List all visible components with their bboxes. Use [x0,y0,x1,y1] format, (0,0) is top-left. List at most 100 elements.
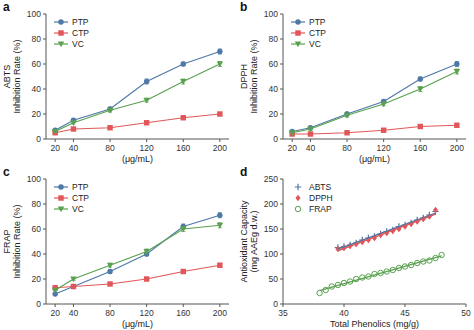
y-axis-line [283,14,284,139]
x-tick-label: 160 [176,143,190,153]
series-line [55,64,220,132]
panel-label: d [240,165,247,179]
x-tick [310,139,311,142]
x-tick [405,304,406,307]
legend-marker [295,184,301,190]
y-tick [43,204,46,205]
y-tick-label: 60 [32,59,42,69]
y-tick [280,279,283,280]
y-tick [43,14,46,15]
x-tick-label: 120 [140,308,154,318]
legend-marker [58,184,63,189]
x-tick-label: 80 [342,143,352,153]
y-axis-label: FRAPInhibition Rate (%) [2,204,22,278]
y-tick-label: 80 [32,34,42,44]
x-tick-label: 200 [450,143,464,153]
marker [418,76,423,81]
marker [144,276,149,281]
y-tick [280,89,283,90]
x-tick [110,304,111,307]
x-tick [183,139,184,142]
legend-label: CTP [72,193,89,203]
x-tick-label: 40 [339,308,349,318]
plot-area [317,207,444,296]
legend-marker [58,195,63,200]
y-tick-label: 100 [27,9,41,19]
legend-label: VC [309,39,321,49]
x-tick [344,304,345,307]
y-tick-label: 50 [269,274,279,284]
marker [71,126,76,131]
legend-label: PTP [72,17,89,27]
legend-marker [295,195,300,201]
y-tick [280,304,283,305]
y-tick [280,114,283,115]
y-tick [43,114,46,115]
marker [317,290,322,295]
y-tick-label: 20 [32,274,42,284]
plot-area [52,213,223,297]
y-axis-label: Antioxidant Capacity(mg AAEg d.w.) [239,200,259,283]
y-tick [280,229,283,230]
y-tick [280,179,283,180]
x-tick [73,139,74,142]
legend-marker [295,206,300,211]
legend-marker [58,30,63,35]
marker [181,61,186,66]
x-tick-label: 40 [69,143,79,153]
y-tick-label: 100 [264,9,278,19]
y-tick-label: 20 [32,109,42,119]
error-bar [181,62,185,66]
series-line [292,72,457,133]
marker [107,269,112,274]
x-tick-label: 80 [105,143,115,153]
y-tick-label: 0 [36,299,41,309]
y-tick [280,14,283,15]
x-tick [466,304,467,307]
marker [143,249,149,255]
series-line [55,225,220,290]
x-tick-label: 50 [461,308,471,318]
y-axis-line [46,179,47,304]
legend-label: CTP [309,28,326,38]
marker [144,120,149,125]
y-tick [280,139,283,140]
marker [143,98,149,104]
x-tick [146,304,147,307]
marker [52,288,58,294]
y-tick-label: 100 [264,249,278,259]
marker [344,113,350,119]
marker [217,213,222,218]
series-line [55,114,220,133]
marker [70,120,76,126]
series-line [55,52,220,131]
marker [217,61,223,67]
y-tick [43,279,46,280]
legend-marker [58,41,64,47]
error-bar [418,77,422,81]
y-tick-label: 80 [32,199,42,209]
error-bar [145,79,149,84]
x-tick-label: 160 [413,143,427,153]
x-tick-label: 45 [400,308,410,318]
x-tick-label: 20 [287,143,297,153]
marker [418,124,423,129]
x-tick [347,139,348,142]
x-tick-label: 120 [140,143,154,153]
y-tick-label: 150 [264,224,278,234]
y-tick [43,254,46,255]
y-tick-label: 20 [269,109,279,119]
marker [52,129,58,135]
panel-label: a [3,0,10,14]
x-tick-label: 40 [306,143,316,153]
y-tick [43,39,46,40]
legend-marker [295,41,301,47]
y-tick-label: 60 [269,59,279,69]
x-tick [292,139,293,142]
legend-label: CTP [72,28,89,38]
marker [381,128,386,133]
x-axis-label: (μg/mL) [122,154,153,164]
marker [307,126,313,132]
x-tick [219,304,220,307]
x-tick-label: 200 [213,308,227,318]
